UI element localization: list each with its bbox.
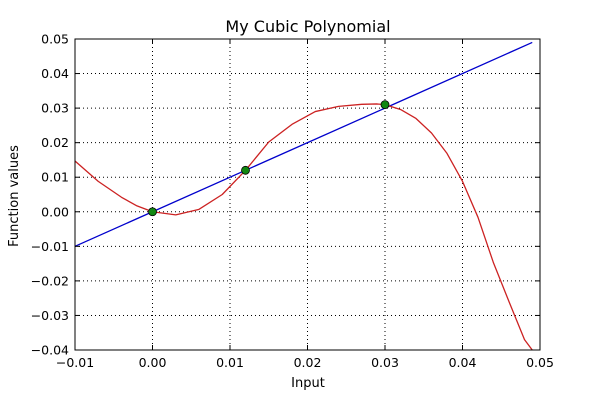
x-tick-label: −0.01	[56, 355, 94, 370]
y-tick-label: −0.01	[31, 239, 69, 254]
y-tick-label: 0.01	[41, 170, 69, 185]
chart-title: My Cubic Polynomial	[225, 17, 390, 36]
x-tick-label: 0.02	[294, 355, 322, 370]
y-tick-label: 0.00	[41, 204, 69, 219]
y-tick-label: −0.03	[31, 308, 69, 323]
y-tick-label: −0.04	[31, 343, 69, 358]
x-tick-label: 0.03	[371, 355, 399, 370]
y-tick-label: 0.02	[41, 135, 69, 150]
series-layer	[74, 41, 533, 351]
y-axis-label: Function values	[7, 145, 22, 247]
intersection-point-marker	[241, 165, 250, 175]
y-tick-label: 0.03	[41, 101, 69, 116]
intersection-point-marker	[380, 100, 390, 110]
y-tick-label: −0.02	[31, 273, 69, 288]
ticks: −0.01 0.00 0.01 0.02 0.03 0.04 0.05 −0.04 −0.03 −…	[31, 32, 554, 371]
grid-lines	[75, 39, 540, 350]
x-axis-label: Input	[291, 376, 325, 391]
intersection-point-marker	[148, 207, 157, 217]
x-tick-label: 0.00	[139, 355, 167, 370]
cubic-series-line	[74, 103, 533, 351]
x-tick-label: 0.05	[526, 355, 554, 370]
x-tick-label: 0.01	[216, 355, 244, 370]
x-tick-label: 0.04	[449, 355, 477, 370]
y-tick-label: 0.04	[41, 66, 69, 81]
linear-series-line	[74, 41, 533, 247]
y-tick-label: 0.05	[41, 32, 69, 47]
